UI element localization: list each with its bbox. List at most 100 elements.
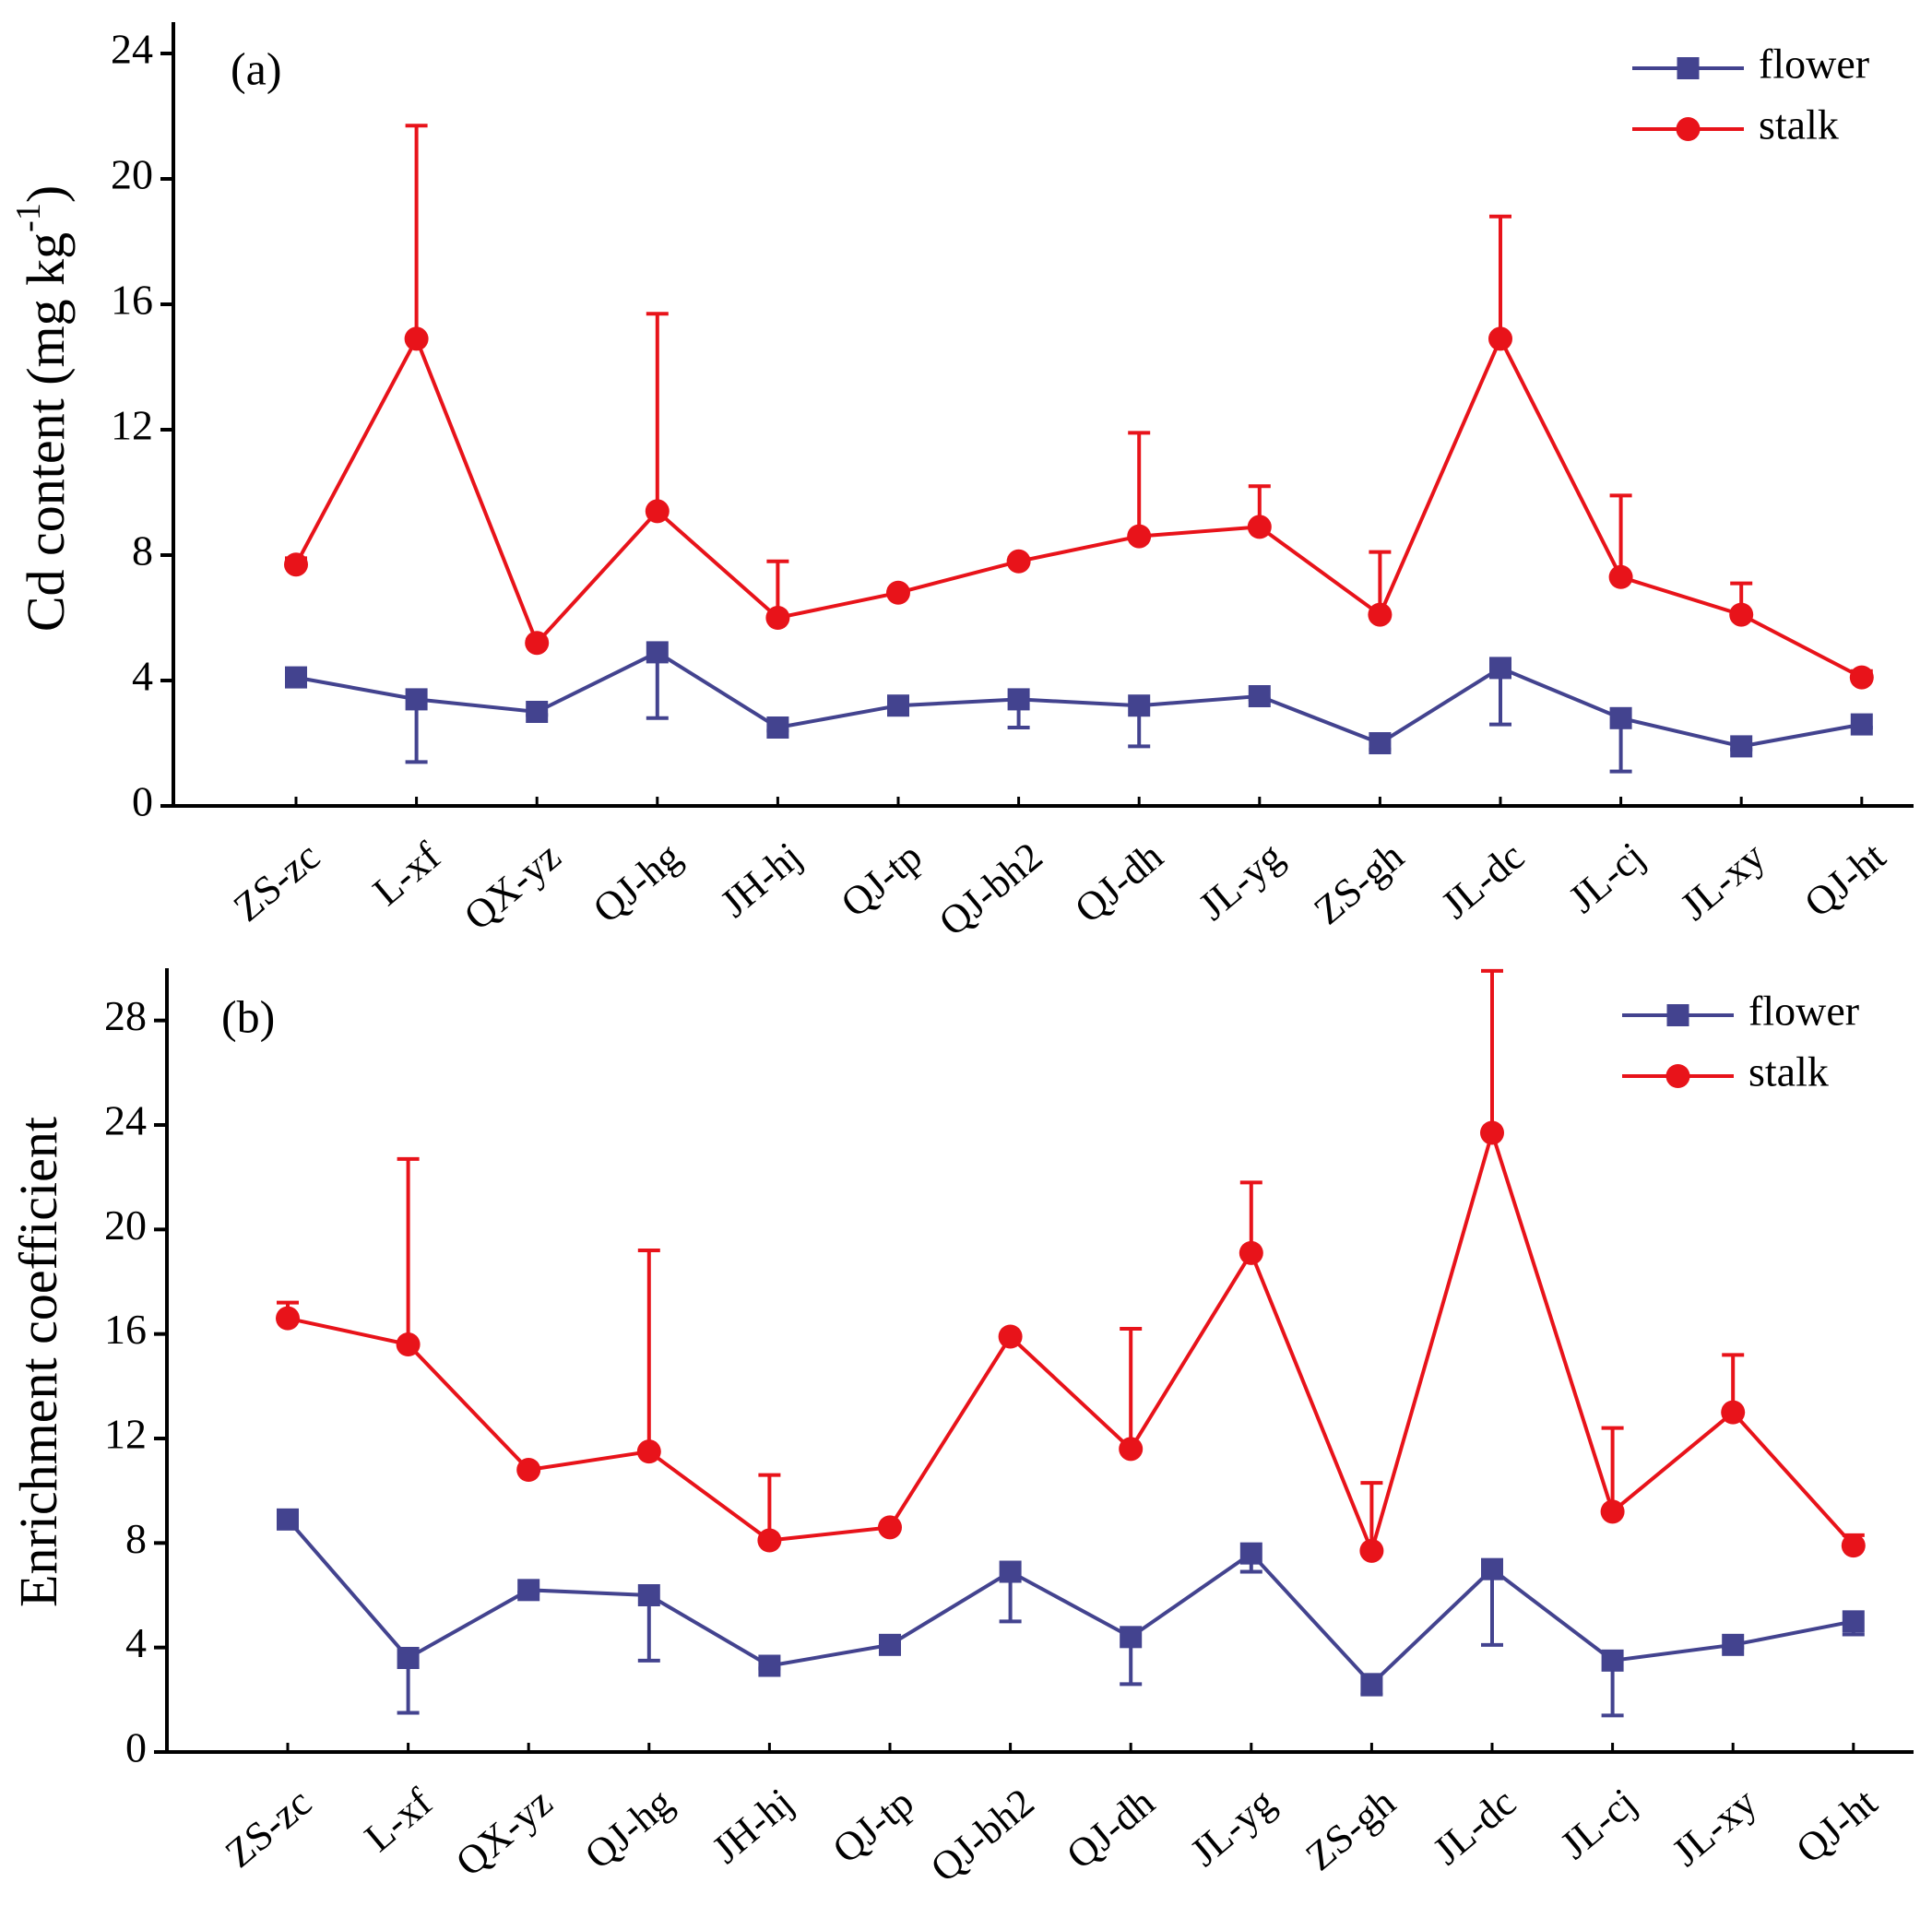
error-bar [1609, 493, 1632, 577]
data-point [1007, 688, 1030, 711]
error-bar [646, 312, 669, 512]
data-point [637, 1584, 660, 1606]
x-tick-label: JL-yg [1182, 1780, 1284, 1876]
y-tick-label: 0 [132, 778, 153, 825]
x-tick-label: ZS-zc [217, 1780, 320, 1876]
x-tick-label: QJ-ht [1796, 834, 1893, 926]
x-tick-label: QJ-hg [576, 1780, 682, 1878]
data-point [1488, 326, 1512, 351]
data-point [1006, 549, 1031, 574]
x-tick-label: JL-yg [1191, 834, 1292, 929]
x-tick-label: QX-yz [447, 1780, 561, 1885]
data-point [277, 1508, 299, 1531]
data-point [1359, 1538, 1384, 1563]
series-line [295, 650, 1863, 749]
data-point [1721, 1400, 1746, 1425]
data-point [284, 552, 308, 577]
x-tick-label: QX-yz [456, 834, 569, 940]
data-point [1849, 665, 1874, 690]
panel-label: (a) [231, 42, 282, 94]
x-tick-label: QJ-dh [1066, 834, 1171, 932]
y-tick-label: 8 [125, 1515, 147, 1562]
y-tick-label: 16 [111, 277, 153, 324]
data-point [1239, 1240, 1263, 1265]
data-point [1489, 657, 1511, 680]
data-point [1247, 515, 1272, 539]
legend-label: stalk [1759, 101, 1839, 148]
legend-label: flower [1759, 41, 1869, 88]
x-tick-label: JH-hj [712, 834, 810, 926]
y-tick-label: 4 [132, 653, 153, 700]
y-label-text: Cd content (mg kg [16, 232, 76, 632]
error-bar [637, 1249, 660, 1452]
series-line [294, 334, 1863, 680]
x-tick-label: JL-dc [1433, 834, 1533, 928]
x-tick-label: QJ-bh2 [930, 834, 1051, 945]
data-point [645, 499, 670, 524]
x-tick-label: L-xf [364, 834, 449, 915]
x-tick-label: JL-cj [1560, 834, 1653, 922]
data-point [526, 701, 549, 723]
y-tick-label: 0 [125, 1724, 147, 1771]
y-label-text: Enrichment coefficient [8, 1117, 68, 1607]
data-point [1722, 1633, 1745, 1656]
x-tick-label: ZS-zc [225, 834, 328, 930]
data-point [757, 1528, 782, 1553]
data-point [1842, 1610, 1865, 1633]
data-point [396, 1332, 421, 1356]
y-tick-label: 16 [104, 1306, 147, 1353]
y-tick-label: 24 [104, 1097, 147, 1144]
x-tick-label: QJ-bh2 [922, 1780, 1043, 1891]
legend-marker [1665, 1064, 1690, 1088]
error-bar [1481, 968, 1503, 1133]
data-point [1600, 1499, 1625, 1524]
data-point [405, 688, 428, 711]
legend-marker [1676, 117, 1701, 141]
data-point [1841, 1533, 1866, 1558]
data-point [276, 1306, 300, 1331]
data-point [1608, 564, 1633, 589]
error-bar [1120, 1327, 1143, 1450]
y-axis-label: Cd content (mg kg-1) [9, 185, 77, 632]
data-point [879, 1633, 901, 1656]
data-point [887, 694, 909, 717]
data-point [878, 1515, 902, 1540]
data-point [758, 1654, 781, 1677]
data-point [1609, 706, 1632, 729]
x-tick-label: QJ-ht [1787, 1780, 1885, 1872]
y-axis-label: Enrichment coefficient [8, 1117, 68, 1607]
data-point [1128, 694, 1151, 717]
y-tick-label: 4 [125, 1619, 147, 1666]
data-point [1239, 1542, 1262, 1565]
y-label-sup: -1 [9, 203, 48, 232]
data-point [1730, 735, 1753, 758]
y-tick-label: 20 [104, 1202, 147, 1249]
x-tick-label: L-xf [356, 1780, 441, 1861]
x-tick-label: QJ-tp [824, 1780, 922, 1872]
error-bar [1601, 1426, 1624, 1512]
data-point [766, 716, 789, 739]
data-point [1729, 602, 1754, 627]
data-point [1369, 732, 1392, 754]
x-tick-label: JL-xy [1672, 834, 1773, 929]
y-tick-label: 8 [132, 527, 153, 574]
y-tick-label: 12 [104, 1411, 147, 1458]
data-point [397, 1647, 420, 1669]
y-tick-label: 20 [111, 151, 153, 198]
series-line [287, 1126, 1855, 1557]
y-tick-label: 24 [111, 26, 153, 73]
data-point [765, 606, 790, 630]
data-point [525, 631, 550, 656]
data-point [285, 666, 307, 689]
x-tick-label: ZS-gh [1306, 834, 1413, 933]
data-point [998, 1324, 1023, 1349]
error-bar [397, 1156, 420, 1344]
legend-label: stalk [1748, 1048, 1829, 1095]
legend-marker [1666, 1004, 1689, 1026]
data-point [1248, 685, 1271, 707]
x-tick-label: JL-dc [1425, 1780, 1524, 1874]
data-point [516, 1458, 541, 1482]
data-point [1481, 1557, 1503, 1580]
